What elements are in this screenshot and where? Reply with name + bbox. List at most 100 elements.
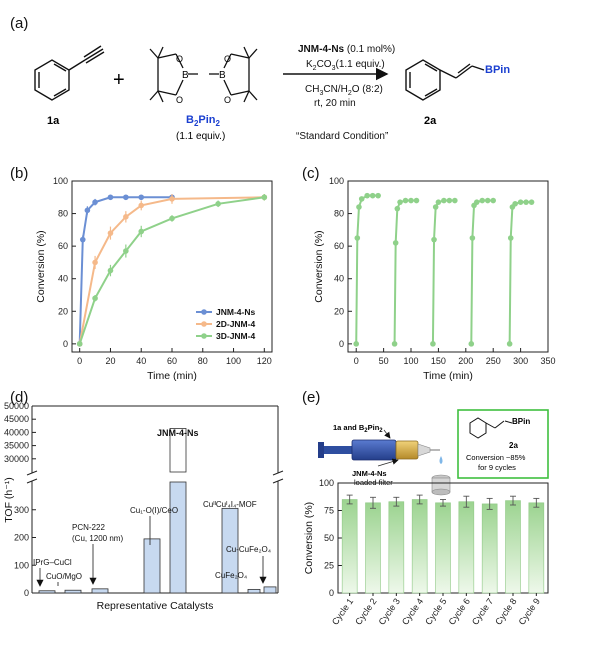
x-axis-label: Time (min) [423, 370, 473, 382]
x-tick-label: Cycle 8 [493, 596, 518, 626]
y-tick-label: 80 [334, 209, 344, 219]
data-point [364, 192, 370, 199]
data-point [469, 235, 476, 241]
data-point [92, 199, 98, 205]
data-point [402, 197, 409, 204]
inset-bpin-label: BPin [512, 417, 530, 426]
data-point [413, 197, 420, 204]
axis-break-mark [26, 470, 38, 476]
y-tick-label: 40 [334, 274, 344, 284]
filter-caption: JNM-4-Ns loaded filter [352, 469, 393, 487]
cycle-run-line [470, 199, 494, 344]
bar [247, 588, 261, 594]
data-point [79, 236, 86, 243]
x-tick-label: 20 [105, 356, 115, 366]
bar [64, 589, 82, 594]
data-point [507, 235, 514, 241]
x-tick-label: 350 [540, 356, 555, 366]
y-tick-label: 100 [329, 176, 344, 186]
y-tick-label-upper: 50000 [4, 401, 29, 411]
panel-b-label: (b) [10, 165, 28, 182]
y-tick-label-upper: 40000 [4, 427, 29, 437]
x-tick-label: Cycle 4 [400, 596, 425, 626]
legend-swatch-dot [201, 333, 207, 339]
data-point [446, 197, 453, 204]
y-axis-label: Conversion (%) [35, 230, 47, 302]
y-tick-label: 100 [53, 176, 68, 186]
axis-break-mark [272, 470, 284, 476]
data-point [107, 230, 114, 236]
legend-swatch-dot [201, 321, 207, 327]
y-tick-label: 75 [324, 506, 334, 516]
chart-b-conversion-vs-time: 0 20 40 60 80 100 120 0 20 40 60 80 100 Time (min) Con… [35, 176, 273, 382]
data-point [215, 201, 221, 207]
boron-atom-left: B [182, 70, 189, 81]
product-inset-box: BPin 2a Conversion ~85% for 9 cycles [457, 409, 549, 479]
y-tick-label-upper: 35000 [4, 441, 29, 451]
data-point [394, 205, 401, 212]
catalyst-condition: JNM-4-Ns (0.1 mol%) [298, 44, 395, 55]
y-tick-label-upper: 45000 [4, 414, 29, 424]
bar-lower-part [169, 481, 187, 594]
x-tick-label: 120 [257, 356, 272, 366]
product-2a-structure [405, 59, 485, 101]
x-tick-label: 0 [354, 356, 359, 366]
x-axis-label: Time (min) [147, 370, 197, 382]
data-point [123, 194, 129, 201]
data-point [138, 228, 145, 235]
b2pin2-equiv: (1.1 equiv.) [176, 131, 225, 142]
oxygen-atom-2: O [176, 95, 183, 105]
y-tick-label: 0 [339, 339, 344, 349]
bar [221, 507, 239, 594]
syringe-plunger [324, 446, 352, 454]
data-point [354, 235, 361, 241]
bar [263, 586, 277, 594]
plot-frame [347, 180, 549, 353]
data-point [490, 197, 497, 204]
y-tick-label: 100 [319, 478, 334, 488]
legend-entry: JNM-4-Ns [216, 307, 255, 317]
b2pin2-name: B2Pin2 [186, 114, 221, 128]
data-point [523, 199, 529, 205]
x-tick-label: 200 [458, 356, 473, 366]
panel-d-label: (d) [10, 389, 28, 406]
panel-a-label: (a) [10, 15, 28, 32]
bar [388, 501, 405, 594]
data-point [92, 295, 98, 302]
label-pcn-line1: PCN-222 [72, 523, 105, 532]
data-point [369, 192, 376, 199]
data-point [138, 202, 145, 209]
y-tick-label: 50 [324, 533, 334, 543]
data-point [441, 197, 447, 204]
plus-sign: + [113, 69, 125, 91]
data-point [107, 267, 114, 274]
label-cuoceo: Cu₁-O(I)/CeO [130, 506, 178, 515]
inset-conversion-text: Conversion ~85% [466, 453, 526, 462]
legend-entry: 2D-JNM-4 [216, 319, 255, 329]
bar [435, 502, 451, 594]
y-tick-label-lower: 100 [14, 560, 29, 570]
legend-entry: 3D-JNM-4 [216, 331, 255, 341]
x-tick-label: Cycle 6 [447, 596, 472, 626]
bar [411, 499, 428, 594]
b2pin2-structure [149, 46, 258, 103]
base-condition: K2CO3(1.1 equiv.) [306, 59, 385, 72]
panel-c-label: (c) [302, 165, 320, 182]
y-tick-label: 0 [63, 339, 68, 349]
oxygen-atom-3: O [224, 54, 231, 64]
data-point [517, 199, 524, 205]
data-point [353, 341, 360, 347]
data-point [528, 199, 535, 205]
data-point [169, 215, 175, 222]
inset-cycles-text: for 9 cycles [478, 463, 516, 472]
bar [341, 499, 358, 594]
data-point [473, 199, 480, 205]
bar [91, 588, 109, 594]
y-tick-label: 20 [58, 306, 68, 316]
data-point [107, 194, 114, 201]
inset-product-structure [469, 417, 513, 439]
data-point [506, 341, 513, 347]
y-tick-label-lower: 200 [14, 533, 29, 543]
x-tick-label: 100 [226, 356, 241, 366]
